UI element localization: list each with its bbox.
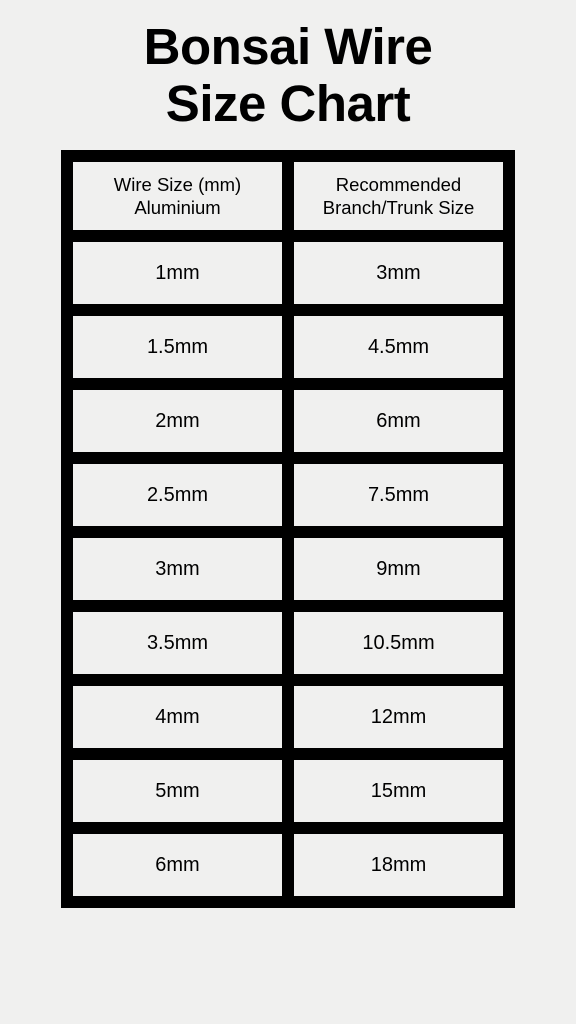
table-row: 2.5mm 7.5mm	[73, 464, 503, 526]
table-row: 2mm 6mm	[73, 390, 503, 452]
cell-wire: 4mm	[73, 686, 282, 748]
table-row: 3mm 9mm	[73, 538, 503, 600]
header-branch-line2: Branch/Trunk Size	[323, 196, 475, 219]
title-line-1: Bonsai Wire	[144, 18, 433, 75]
table-row: 1.5mm 4.5mm	[73, 316, 503, 378]
cell-wire: 6mm	[73, 834, 282, 896]
cell-branch: 7.5mm	[294, 464, 503, 526]
cell-branch: 15mm	[294, 760, 503, 822]
title-line-2: Size Chart	[144, 75, 433, 132]
cell-wire: 2mm	[73, 390, 282, 452]
cell-wire: 5mm	[73, 760, 282, 822]
header-wire-line2: Aluminium	[134, 196, 220, 219]
header-wire-line1: Wire Size (mm)	[114, 173, 241, 196]
cell-wire: 3mm	[73, 538, 282, 600]
cell-branch: 6mm	[294, 390, 503, 452]
cell-wire: 1.5mm	[73, 316, 282, 378]
table-row: 1mm 3mm	[73, 242, 503, 304]
cell-branch: 3mm	[294, 242, 503, 304]
cell-branch: 12mm	[294, 686, 503, 748]
cell-wire: 2.5mm	[73, 464, 282, 526]
cell-wire: 1mm	[73, 242, 282, 304]
header-branch-size: Recommended Branch/Trunk Size	[294, 162, 503, 230]
header-branch-line1: Recommended	[336, 173, 461, 196]
cell-branch: 18mm	[294, 834, 503, 896]
table-row: 6mm 18mm	[73, 834, 503, 896]
cell-branch: 10.5mm	[294, 612, 503, 674]
table-row: 3.5mm 10.5mm	[73, 612, 503, 674]
cell-branch: 9mm	[294, 538, 503, 600]
cell-branch: 4.5mm	[294, 316, 503, 378]
header-wire-size: Wire Size (mm) Aluminium	[73, 162, 282, 230]
cell-wire: 3.5mm	[73, 612, 282, 674]
table-row: 5mm 15mm	[73, 760, 503, 822]
page-title: Bonsai Wire Size Chart	[144, 18, 433, 132]
table-header-row: Wire Size (mm) Aluminium Recommended Bra…	[73, 162, 503, 230]
wire-size-table: Wire Size (mm) Aluminium Recommended Bra…	[61, 150, 515, 908]
table-row: 4mm 12mm	[73, 686, 503, 748]
